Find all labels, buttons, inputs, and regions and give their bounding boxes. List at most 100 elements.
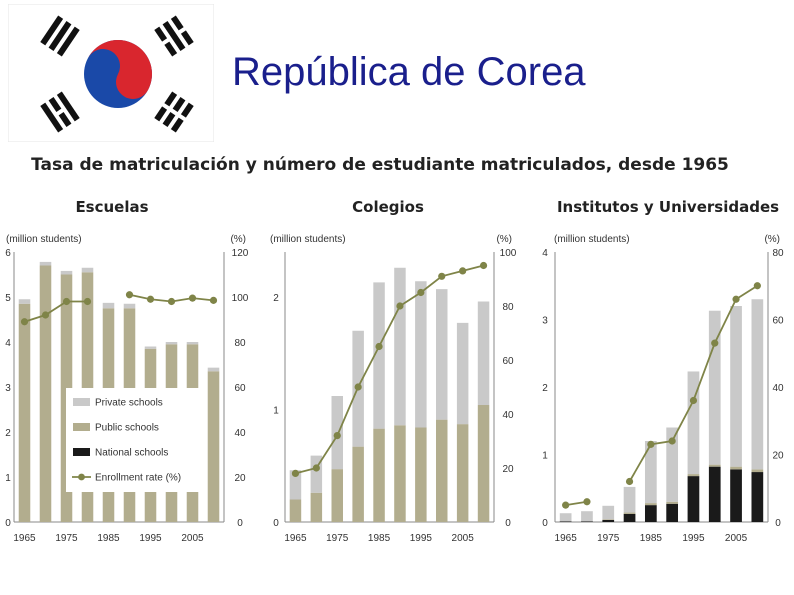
- enrollment-rate-point: [438, 272, 446, 280]
- enrollment-rate-point: [396, 302, 404, 310]
- legend: Private schools Public schools National sc…: [66, 388, 200, 492]
- bar-national: [708, 466, 721, 522]
- x-tick-label: 2005: [452, 533, 475, 544]
- bar-public: [666, 501, 679, 504]
- x-tick-label: 1995: [682, 533, 705, 544]
- bar-public: [708, 464, 721, 467]
- right-tick-label: 80: [234, 338, 246, 349]
- bar-national: [623, 513, 636, 522]
- right-tick-label: 100: [232, 293, 249, 304]
- panel-title: Escuelas: [75, 198, 148, 216]
- bar-private: [289, 470, 302, 500]
- enrollment-rate-point: [583, 498, 591, 506]
- legend-label: Public schools: [95, 423, 159, 434]
- bar-national: [666, 503, 679, 522]
- enrollment-rate-point: [459, 267, 467, 275]
- legend-label: Enrollment rate (%): [95, 473, 181, 484]
- enrollment-rate-point: [562, 501, 570, 509]
- bar-national: [687, 476, 700, 522]
- taegeuk-emblem: [84, 40, 152, 108]
- enrollment-rate-point: [711, 339, 719, 347]
- enrollment-rate-point: [668, 437, 676, 445]
- bar-private: [165, 342, 178, 345]
- bar-private: [207, 367, 220, 372]
- left-tick-label: 3: [5, 383, 11, 394]
- enrollment-rate-point: [417, 288, 425, 297]
- x-tick-label: 1985: [368, 533, 391, 544]
- right-tick-label: 20: [234, 473, 246, 484]
- bar-public: [373, 428, 385, 522]
- right-tick-label: 0: [775, 518, 781, 529]
- right-axis-unit: (%): [764, 234, 780, 245]
- left-tick-label: 2: [542, 383, 548, 394]
- bar-private: [708, 310, 721, 465]
- enrollment-rate-point: [732, 295, 740, 303]
- bar-private: [81, 267, 94, 273]
- bar-private: [144, 346, 157, 349]
- trigram-ri: [40, 91, 80, 133]
- right-tick-label: 60: [234, 383, 246, 394]
- enrollment-rate-point: [125, 291, 134, 299]
- bar-private: [310, 455, 323, 493]
- bar-public: [331, 469, 343, 522]
- enrollment-rate-point: [354, 383, 362, 391]
- right-tick-label: 60: [772, 316, 784, 327]
- enrollment-rate-point: [625, 477, 634, 486]
- bar-private: [60, 270, 73, 275]
- x-tick-label: 1965: [13, 533, 36, 544]
- bar-public: [352, 446, 364, 522]
- enrollment-rate-point: [375, 342, 383, 351]
- x-tick-label: 2005: [725, 533, 748, 544]
- left-tick-label: 4: [5, 338, 11, 349]
- enrollment-rate-point: [753, 282, 761, 290]
- x-tick-label: 2005: [181, 533, 204, 544]
- left-tick-label: 2: [5, 428, 11, 439]
- panel-title: Institutos y Universidades: [557, 198, 779, 216]
- bar-private: [581, 511, 593, 522]
- bar-private: [687, 371, 700, 475]
- right-tick-label: 100: [500, 248, 517, 259]
- x-tick-label: 1965: [284, 533, 307, 544]
- bar-public: [394, 425, 406, 522]
- left-axis-unit: (million students): [270, 234, 346, 245]
- bar-national: [581, 521, 593, 522]
- bar-public: [289, 499, 302, 522]
- left-tick-label: 0: [5, 518, 11, 529]
- bar-public: [436, 419, 448, 522]
- legend-label: National schools: [95, 448, 168, 459]
- right-axis-unit: (%): [230, 234, 246, 245]
- chart-panel-2: Colegios(million students) (%)01202040608…: [270, 198, 517, 544]
- x-tick-label: 1965: [555, 533, 578, 544]
- left-axis-unit: (million students): [554, 234, 630, 245]
- bar-private: [394, 267, 406, 426]
- enrollment-rate-point: [188, 294, 197, 302]
- figure-title: Tasa de matriculación y número de estudi…: [31, 155, 729, 175]
- right-tick-label: 80: [502, 302, 514, 313]
- enrollment-rate-point: [146, 295, 155, 303]
- bar-private: [666, 427, 679, 502]
- enrollment-rate-point: [41, 311, 50, 319]
- enrollment-rate-point: [647, 440, 655, 448]
- x-tick-label: 1995: [139, 533, 162, 544]
- south-korea-flag: [8, 4, 214, 142]
- x-tick-label: 1975: [597, 533, 620, 544]
- right-tick-label: 60: [502, 356, 514, 367]
- bar-public: [207, 371, 220, 522]
- slide-title: República de Corea: [232, 50, 586, 94]
- right-axis-unit: (%): [496, 234, 512, 245]
- bar-private: [623, 486, 636, 513]
- x-tick-label: 1985: [97, 533, 120, 544]
- right-tick-label: 40: [502, 410, 514, 421]
- bar-national: [602, 519, 615, 522]
- enrollment-rate-point: [479, 261, 488, 270]
- enrollment-rate-point: [62, 297, 71, 306]
- legend-swatch-marker: [78, 473, 85, 481]
- right-tick-label: 20: [502, 464, 514, 475]
- legend-swatch: [73, 423, 90, 431]
- bar-private: [415, 281, 427, 428]
- left-tick-label: 5: [5, 293, 11, 304]
- bar-public: [310, 492, 323, 522]
- bar-private: [102, 302, 115, 309]
- bar-private: [751, 299, 764, 470]
